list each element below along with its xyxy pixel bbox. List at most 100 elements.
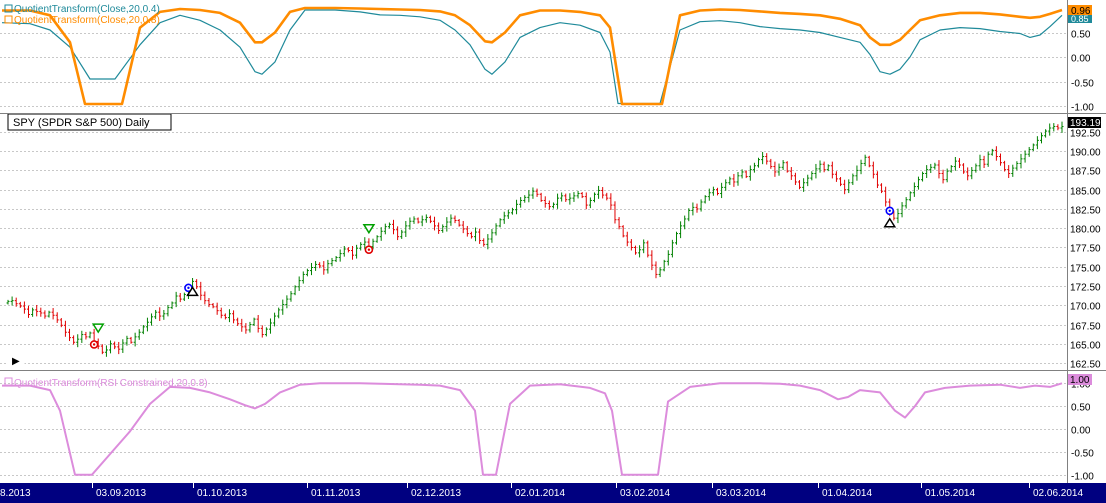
price-bar [1052,123,1056,132]
price-bar [195,279,199,290]
chart-title: SPY (SPDR S&P 500) Daily [13,117,150,129]
price-bar [72,335,76,345]
price-bar [978,154,982,171]
price-bar [904,197,908,209]
rsi-series-line [2,382,1063,476]
price-bar [916,176,920,190]
price-bar [740,169,744,179]
play-button[interactable]: ▶ [7,351,25,367]
legend-swatch-slow [4,15,13,24]
price-bar [871,161,875,179]
price-bar [469,231,473,239]
price-bar [502,211,506,224]
date-label: 01.10.2013 [197,488,247,499]
price-bar [1003,160,1007,172]
price-bar [350,246,354,260]
price-bar [880,183,884,194]
price-bar [121,339,125,353]
rsi-y-tick-label: -0.50 [1071,449,1094,460]
price-bar [847,179,851,194]
price-bar [244,323,248,334]
price-bar [84,331,88,340]
price-bar [732,173,736,187]
price-bar [478,228,482,244]
price-bar [338,249,342,262]
price-bar [35,304,39,317]
price-bar [806,174,810,187]
top-y-tick-label: 0.50 [1071,30,1091,41]
exit-triangle-marker [883,217,897,228]
price-bar [240,318,244,332]
price-bar [773,161,777,177]
price-bar [392,219,396,235]
price-bar [921,171,925,182]
price-bar [826,164,830,172]
price-bar [814,163,818,179]
price-y-tick-label: 185.00 [1070,187,1101,198]
price-bar [277,307,281,319]
panel-top-y-axis: 0.50 0.00 -0.50 -1.00 [1071,30,1094,114]
price-bar [908,191,912,202]
date-label: 01.11.2013 [311,488,361,499]
price-y-tick-label: 190.00 [1070,148,1101,159]
price-y-tick-label: 177.50 [1070,244,1101,255]
price-bar [383,223,387,235]
price-bar [781,160,785,170]
price-bar [527,190,531,203]
price-bar [953,157,957,171]
panel-rsi-legend: QuotientTransform(RSI Constrained,20,0.8… [4,377,208,389]
price-bar [494,223,498,236]
price-bar [998,153,1002,166]
price-bar [129,336,133,344]
date-label: 03.03.2014 [716,488,766,499]
price-bar [707,188,711,201]
price-bar [1011,164,1015,177]
price-bar [465,225,469,237]
price-bar [1031,143,1035,152]
price-bar [699,199,703,212]
price-bar [539,192,543,202]
price-bar [818,160,822,173]
price-bar [162,309,166,320]
price-bar [158,307,162,321]
price-bar [933,162,937,170]
price-bar [88,331,92,339]
quotient-transform-panel[interactable]: QuotientTransform(Close,20,0.4) Quotient… [0,0,1094,114]
price-bar [642,239,646,254]
price-y-tick-label: 187.50 [1070,167,1101,178]
price-bar [39,307,43,317]
price-bar [711,186,715,196]
last-value-fast: 0.85 [1071,14,1089,24]
price-y-tick-label: 182.50 [1070,206,1101,217]
price-bar [863,154,867,167]
panel-rsi-grid [0,383,1066,476]
price-bar [777,163,781,176]
date-axis[interactable]: 8.2013 03.09.2013 01.10.2013 01.11.2013 02.1… [0,483,1106,503]
price-bar [232,310,236,324]
price-bar [346,247,350,253]
price-bar [178,293,182,303]
price-panel[interactable]: 192.50 190.00 187.50 185.00 182.50 180.00 177.… [0,0,1106,371]
price-bar [396,226,400,241]
price-bar [10,296,14,306]
price-bar [1056,124,1060,131]
price-bar [441,224,445,233]
price-bar [765,153,769,165]
rsi-quotient-panel[interactable]: QuotientTransform(RSI Constrained,20,0.8… [0,371,1094,483]
price-bar [834,171,838,182]
price-y-tick-label: 192.50 [1070,129,1101,140]
price-bar [55,312,59,323]
price-bar [318,262,322,269]
last-value-slow: 0.96 [1071,6,1091,17]
date-label: 8.2013 [0,488,31,499]
price-bar [523,195,527,203]
price-bar [486,234,490,250]
price-bar [802,178,806,192]
price-bar [199,281,203,301]
price-bar [297,276,301,291]
top-y-tick-label: -0.50 [1071,79,1094,90]
price-bar [203,291,207,305]
price-bar [580,192,584,199]
price-bar [207,298,211,308]
